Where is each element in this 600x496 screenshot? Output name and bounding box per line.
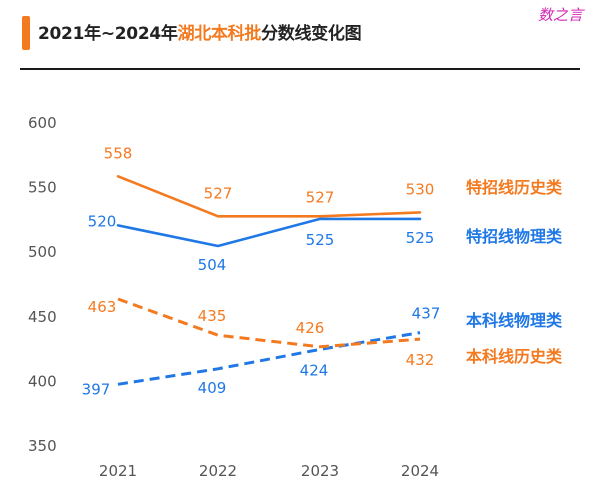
- series-line: [118, 333, 420, 385]
- line-chart: 600 550 500 450 400 350 2021 2022 2023 2024 558 5…: [0, 0, 600, 496]
- data-label: 527: [204, 184, 233, 202]
- series-lines: [118, 176, 420, 384]
- x-tick-label: 2021: [99, 462, 137, 480]
- x-tick-label: 2022: [199, 462, 237, 480]
- data-label: 437: [412, 305, 441, 323]
- data-label: 463: [88, 298, 117, 316]
- data-label: 530: [406, 180, 435, 198]
- data-label: 527: [306, 188, 335, 206]
- data-label: 520: [88, 212, 117, 230]
- y-tick-label: 500: [28, 243, 57, 261]
- legend-entry: 特招线物理类: [466, 227, 563, 246]
- data-label: 435: [198, 307, 227, 325]
- data-label: 426: [296, 319, 325, 337]
- series-line: [118, 219, 420, 246]
- y-axis-ticks: 600 550 500 450 400 350: [28, 114, 57, 455]
- x-tick-label: 2023: [301, 462, 339, 480]
- data-label: 504: [198, 256, 227, 274]
- data-label: 397: [82, 380, 111, 398]
- x-tick-label: 2024: [401, 462, 439, 480]
- series-line: [118, 176, 420, 216]
- data-label: 525: [306, 231, 335, 249]
- data-label: 558: [104, 144, 133, 162]
- x-axis-ticks: 2021 2022 2023 2024: [99, 462, 439, 480]
- y-tick-label: 550: [28, 179, 57, 197]
- y-tick-label: 600: [28, 114, 57, 132]
- data-label: 409: [198, 379, 227, 397]
- data-label: 424: [300, 361, 329, 379]
- y-tick-label: 350: [28, 437, 57, 455]
- y-tick-label: 400: [28, 372, 57, 390]
- data-label: 432: [406, 351, 435, 369]
- data-label: 525: [406, 229, 435, 247]
- legend-entry: 本科线物理类: [466, 311, 563, 330]
- legend-entry: 本科线历史类: [466, 347, 563, 366]
- legend-entry: 特招线历史类: [466, 178, 563, 197]
- y-tick-label: 450: [28, 308, 57, 326]
